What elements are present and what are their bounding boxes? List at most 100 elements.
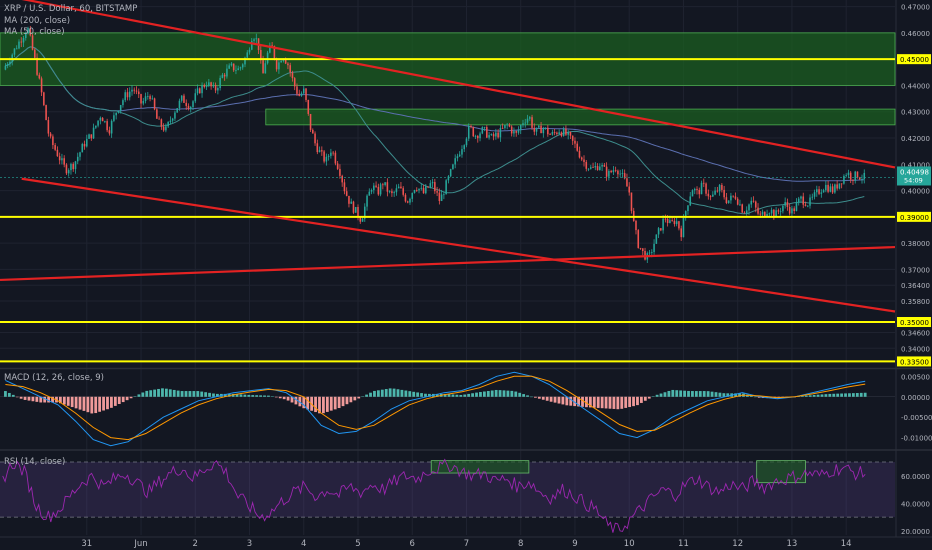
macd-histogram-bar — [596, 396, 600, 408]
candle-body — [36, 57, 38, 75]
macd-histogram-bar — [314, 396, 317, 413]
candle-body — [825, 184, 827, 191]
candle-body — [782, 205, 784, 212]
candle-body — [580, 157, 583, 160]
candle-body — [135, 90, 138, 92]
candle-body — [81, 143, 84, 153]
macd-histogram-bar — [31, 396, 35, 402]
level-tag-text: 0.39000 — [900, 214, 929, 222]
macd-histogram-bar — [659, 393, 663, 397]
candle-body — [599, 166, 601, 171]
macd-histogram-bar — [808, 395, 812, 397]
macd-histogram-bar — [380, 389, 384, 397]
macd-histogram-bar — [451, 394, 455, 397]
macd-histogram-bar — [90, 396, 94, 414]
macd-histogram-bar — [168, 389, 172, 397]
candle-body — [402, 188, 404, 195]
macd-histogram-bar — [416, 392, 420, 397]
candle-body — [486, 127, 488, 138]
candle-body — [732, 195, 734, 197]
macd-histogram-bar — [671, 389, 675, 397]
candle-body — [809, 197, 811, 206]
candle-body — [427, 186, 429, 188]
candle-body — [456, 156, 459, 159]
candle-body — [406, 201, 409, 203]
candle-body — [284, 58, 287, 64]
candle-body — [567, 132, 569, 135]
macd-histogram-bar — [506, 390, 510, 397]
candle-body — [99, 117, 102, 121]
macd-histogram-bar — [78, 396, 82, 410]
macd-histogram-bar — [820, 394, 824, 397]
candle-body — [614, 170, 617, 172]
macd-histogram-bar — [639, 396, 643, 403]
candle-body — [79, 152, 81, 157]
macd-histogram-bar — [74, 396, 78, 409]
candle-body — [630, 192, 633, 211]
macd-histogram-bar — [812, 394, 816, 397]
macd-histogram-bar — [259, 395, 262, 397]
candle-body — [232, 63, 235, 71]
rsi-highlight-1 — [756, 460, 806, 484]
candle-body — [788, 206, 791, 214]
candle-body — [773, 209, 775, 217]
y-tick-label: 0.40000 — [901, 188, 930, 196]
y-tick-label: 0.34600 — [901, 330, 930, 338]
macd-histogram-bar — [702, 391, 706, 397]
x-tick-label: 5 — [355, 539, 360, 549]
candle-body — [852, 179, 854, 181]
candle-body — [409, 198, 411, 203]
candle-body — [180, 95, 183, 101]
candle-body — [366, 195, 368, 207]
candle-body — [384, 182, 386, 185]
macd-histogram-bar — [270, 396, 274, 397]
macd-y-tick-label: 0.00500 — [901, 373, 930, 381]
level-tag-2 — [897, 317, 931, 327]
candle-body — [653, 243, 655, 252]
candle-body — [544, 127, 547, 129]
candle-body — [18, 41, 20, 49]
candle-body — [72, 163, 75, 170]
candle-body — [501, 127, 504, 129]
candle-body — [569, 132, 572, 136]
macd-histogram-bar — [628, 396, 632, 408]
candle-body — [700, 182, 703, 195]
candle-body — [863, 172, 866, 180]
candle-body — [425, 186, 427, 194]
candle-body — [524, 122, 527, 124]
candle-body — [400, 186, 402, 189]
candle-body — [508, 124, 511, 127]
candle-body — [585, 161, 588, 169]
candle-body — [490, 134, 493, 136]
candle-body — [63, 158, 65, 165]
candle-body — [522, 123, 524, 126]
macd-histogram-bar — [753, 396, 757, 398]
candle-body — [24, 33, 27, 38]
macd-histogram-bar — [113, 396, 117, 406]
candle-body — [712, 194, 714, 197]
candle-body — [65, 164, 68, 174]
candle-body — [67, 170, 70, 174]
candle-body — [97, 120, 99, 126]
macd-histogram-bar — [392, 388, 396, 397]
candle-body — [327, 155, 330, 157]
candle-body — [74, 161, 77, 170]
ma50-legend: MA (50, close) — [4, 27, 65, 37]
candle-body — [363, 206, 366, 219]
level-tag-text: 0.35000 — [900, 319, 929, 327]
candle-body — [212, 85, 215, 87]
macd-histogram-bar — [848, 393, 851, 397]
macd-histogram-bar — [804, 395, 808, 397]
macd-histogram-bar — [832, 393, 836, 397]
candle-body — [83, 143, 86, 147]
candle-body — [662, 218, 664, 231]
candle-body — [418, 188, 420, 191]
candle-body — [248, 49, 251, 53]
candle-body — [176, 108, 178, 113]
rsi-highlight-0 — [430, 460, 530, 474]
macd-histogram-bar — [35, 396, 39, 402]
y-tick-label: 0.46000 — [901, 30, 930, 38]
macd-histogram-bar — [612, 396, 616, 409]
candle-body — [734, 196, 737, 199]
candle-body — [85, 138, 88, 147]
